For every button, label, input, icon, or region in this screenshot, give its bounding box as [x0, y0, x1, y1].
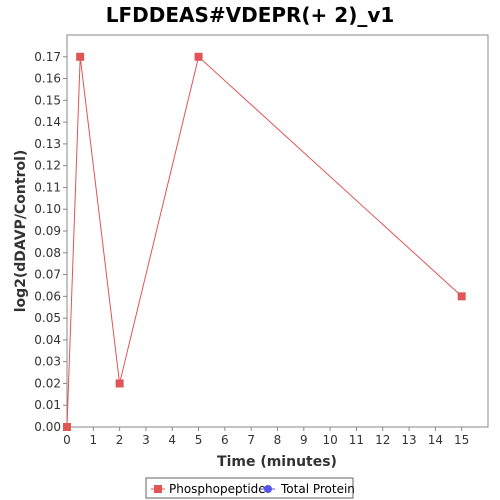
y-tick-label: 0.02: [34, 376, 61, 390]
y-tick-label: 0.00: [34, 420, 61, 434]
legend: Phosphopeptide Total Protein: [145, 477, 355, 499]
x-tick-label: 6: [221, 433, 229, 447]
x-tick-label: 1: [89, 433, 97, 447]
x-tick-label: 13: [401, 433, 416, 447]
x-tick-label: 2: [116, 433, 124, 447]
x-tick-label: 3: [142, 433, 150, 447]
data-point: [76, 52, 85, 61]
plot-area: [66, 34, 489, 428]
x-tick-label: 7: [247, 433, 255, 447]
x-tick-label: 14: [428, 433, 443, 447]
legend-total-protein-marker: [264, 485, 272, 493]
data-point: [115, 379, 124, 388]
y-axis: 0.00 0.01 0.02 0.03 0.04 0.05 0.06 0.07 0.08 0.09…: [34, 50, 67, 434]
legend-total-protein-label: Total Protein: [280, 482, 355, 496]
x-axis: 0 1 2 3 4 5 6 7 8 9 10 11 12 13 14 15: [63, 427, 469, 447]
data-point: [63, 423, 71, 431]
y-tick-label: 0.06: [34, 289, 61, 303]
x-tick-label: 11: [349, 433, 364, 447]
y-tick-label: 0.13: [34, 137, 61, 151]
legend-phosphopeptide-label: Phosphopeptide: [169, 482, 266, 496]
x-axis-label: Time (minutes): [217, 454, 337, 470]
x-tick-label: 10: [322, 433, 337, 447]
x-tick-label: 8: [274, 433, 282, 447]
y-tick-label: 0.16: [34, 72, 61, 86]
data-point: [194, 52, 203, 61]
data-point: [457, 292, 466, 301]
y-tick-label: 0.17: [34, 50, 61, 64]
chart-title: LFDDEAS#VDEPR(+ 2)_v1: [106, 3, 395, 27]
y-tick-label: 0.05: [34, 311, 61, 325]
x-tick-label: 0: [63, 433, 71, 447]
series-layer: [63, 52, 466, 431]
legend-phosphopeptide-marker: [154, 485, 162, 493]
x-tick-label: 5: [195, 433, 203, 447]
y-tick-label: 0.01: [34, 398, 61, 412]
y-axis-label: log2(dDAVP/Control): [13, 150, 29, 313]
y-tick-label: 0.14: [34, 115, 61, 129]
legend-box: [145, 477, 354, 499]
y-tick-label: 0.03: [34, 355, 61, 369]
x-tick-label: 12: [375, 433, 390, 447]
y-tick-label: 0.10: [34, 202, 61, 216]
y-tick-label: 0.07: [34, 268, 61, 282]
y-tick-label: 0.04: [34, 333, 61, 347]
x-tick-label: 4: [168, 433, 176, 447]
y-tick-label: 0.09: [34, 224, 61, 238]
y-tick-label: 0.12: [34, 159, 61, 173]
y-tick-label: 0.15: [34, 93, 61, 107]
y-tick-label: 0.11: [34, 180, 61, 194]
x-tick-label: 15: [454, 433, 469, 447]
y-tick-label: 0.08: [34, 246, 61, 260]
x-tick-label: 9: [300, 433, 308, 447]
